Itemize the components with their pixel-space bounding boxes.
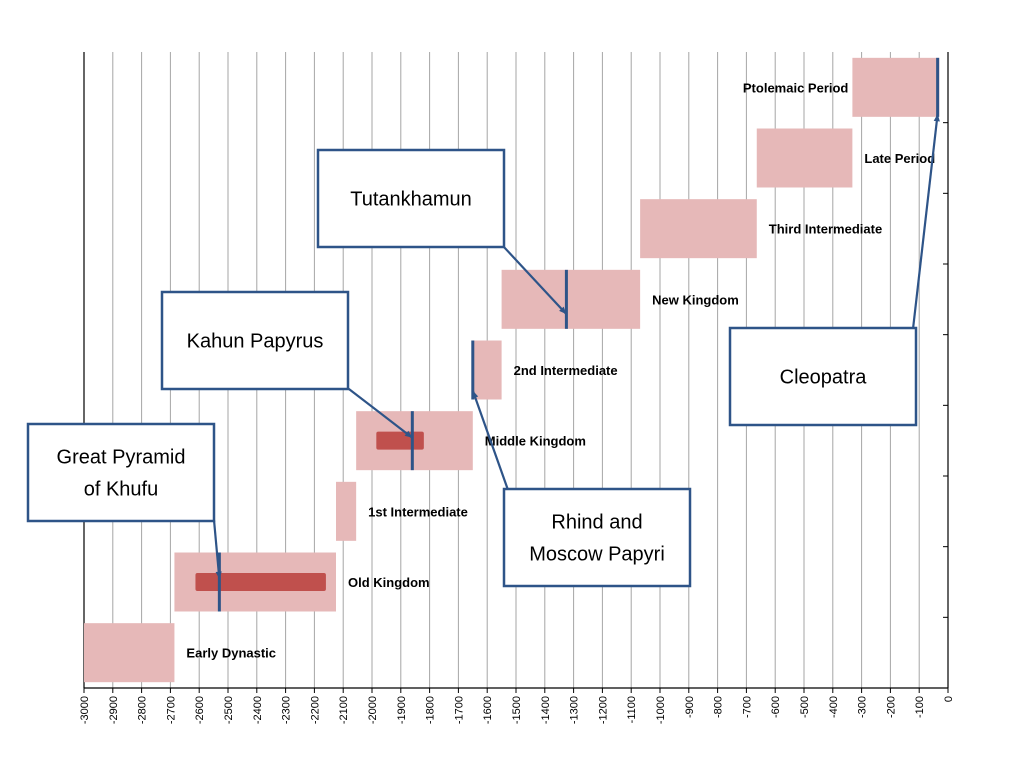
arrow-head-icon bbox=[404, 430, 413, 438]
period-label-late-period: Late Period bbox=[864, 151, 935, 166]
x-tick-label: -100 bbox=[914, 696, 926, 718]
period-bar-third-intermediate bbox=[640, 199, 757, 259]
x-tick-label: -1200 bbox=[597, 696, 609, 724]
x-tick-label: -2400 bbox=[252, 696, 264, 724]
period-bar-ptolemaic-period bbox=[852, 57, 940, 117]
callout-box bbox=[728, 326, 918, 427]
x-tick-label: -2500 bbox=[223, 696, 235, 724]
x-tick-label: -700 bbox=[741, 696, 753, 718]
period-label-1st-intermediate: 1st Intermediate bbox=[368, 504, 468, 519]
period-bar-2nd-intermediate bbox=[472, 340, 502, 400]
callout-text: Cleopatra bbox=[780, 367, 868, 389]
callout-connector bbox=[911, 113, 939, 330]
period-bar-early-dynastic bbox=[84, 623, 175, 683]
period-bar-new-kingdom bbox=[501, 269, 641, 329]
x-tick-label: -600 bbox=[770, 696, 782, 718]
period-label-new-kingdom: New Kingdom bbox=[652, 292, 739, 307]
callout-kahun-papyrus: Kahun Papyrus bbox=[160, 290, 413, 439]
x-tick-label: -2000 bbox=[367, 696, 379, 724]
event-callouts: Great Pyramid of Khufu Kahun Papyrus Rhind … bbox=[26, 113, 940, 588]
event-markers bbox=[217, 57, 940, 612]
highlight-bar bbox=[376, 431, 424, 450]
callout-great-pyramid-of-khufu: Great Pyramid of Khufu bbox=[26, 422, 222, 580]
x-tick-labels: -3000 -2900 -2800 -2700 -2600 -2500 -2400 -2300… bbox=[79, 696, 955, 724]
x-tick-label: -1000 bbox=[655, 696, 667, 724]
period-label-old-kingdom: Old Kingdom bbox=[348, 575, 430, 590]
period-bar-1st-intermediate bbox=[336, 481, 357, 541]
period-label-ptolemaic-period: Ptolemaic Period bbox=[743, 80, 849, 95]
callout-rhind-and-moscow-papyri: Rhind and Moscow Papyri bbox=[471, 390, 692, 588]
callout-text: Tutankhamun bbox=[350, 189, 472, 211]
x-tick-label: -200 bbox=[885, 696, 897, 718]
callout-connector bbox=[502, 245, 568, 315]
x-tick-label: -2700 bbox=[165, 696, 177, 724]
arrow-head-icon bbox=[933, 113, 940, 122]
x-tick-label: -800 bbox=[713, 696, 725, 718]
x-tick-label: -400 bbox=[828, 696, 840, 718]
x-tick-label: -2600 bbox=[194, 696, 206, 724]
arrow-head-icon bbox=[559, 306, 567, 315]
period-bars bbox=[84, 57, 940, 683]
callout-box bbox=[26, 422, 216, 523]
callout-connector bbox=[471, 390, 510, 491]
x-tick-label: -2800 bbox=[137, 696, 149, 724]
x-tick-label: -500 bbox=[799, 696, 811, 718]
x-tick-label: -2900 bbox=[108, 696, 120, 724]
x-tick-label: -1300 bbox=[569, 696, 581, 724]
axes bbox=[83, 52, 949, 693]
callout-connector bbox=[212, 519, 221, 580]
period-label-2nd-intermediate: 2nd Intermediate bbox=[514, 363, 618, 378]
callout-text: Rhind and Moscow Papyri bbox=[529, 512, 665, 566]
x-tick-label: -900 bbox=[684, 696, 696, 718]
x-tick-label: -1500 bbox=[511, 696, 523, 724]
x-tick-label: -1600 bbox=[482, 696, 494, 724]
x-tick-label: -3000 bbox=[79, 696, 91, 724]
x-tick-label: 0 bbox=[943, 696, 955, 702]
x-tick-label: -1400 bbox=[540, 696, 552, 724]
x-tick-label: -1100 bbox=[626, 696, 638, 723]
period-label-middle-kingdom: Middle Kingdom bbox=[485, 434, 586, 449]
callout-box bbox=[316, 148, 506, 249]
highlight-bar bbox=[195, 573, 326, 591]
x-tick-label: -1700 bbox=[453, 696, 465, 724]
x-tick-label: -2300 bbox=[281, 696, 293, 724]
callout-text: Kahun Papyrus bbox=[187, 331, 324, 353]
callout-text: Great Pyramid of Khufu bbox=[57, 447, 186, 501]
x-tick-label: -2200 bbox=[309, 696, 321, 724]
period-labels: Early Dynastic Old Kingdom 1st Intermediat… bbox=[186, 80, 935, 660]
x-tick-label: -1800 bbox=[425, 696, 437, 724]
callout-cleopatra: Cleopatra bbox=[728, 113, 940, 427]
callout-tutankhamun: Tutankhamun bbox=[316, 148, 568, 315]
period-label-third-intermediate: Third Intermediate bbox=[769, 222, 882, 237]
arrow-head-icon bbox=[472, 390, 479, 399]
callout-box bbox=[160, 290, 350, 391]
x-tick-label: -300 bbox=[857, 696, 869, 718]
period-bar-late-period bbox=[756, 128, 853, 188]
callout-box bbox=[502, 487, 692, 588]
period-label-early-dynastic: Early Dynastic bbox=[186, 646, 276, 661]
x-tick-label: -2100 bbox=[338, 696, 350, 724]
x-tick-label: -1900 bbox=[396, 696, 408, 724]
callout-connector bbox=[344, 385, 413, 439]
arrow-head-icon bbox=[215, 571, 222, 580]
